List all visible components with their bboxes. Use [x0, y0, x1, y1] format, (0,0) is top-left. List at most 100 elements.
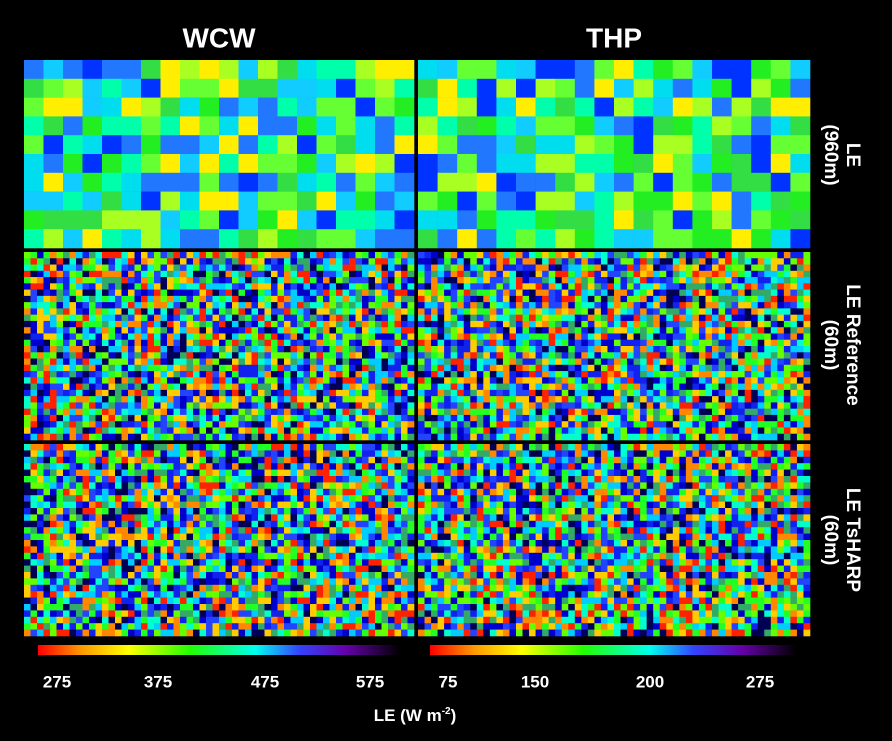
- map-tile: [470, 359, 477, 366]
- map-tile: [330, 444, 337, 451]
- map-tile: [581, 377, 588, 384]
- map-tile: [666, 359, 673, 366]
- map-tile: [607, 434, 614, 441]
- map-tile: [258, 390, 265, 397]
- map-tile: [187, 315, 194, 322]
- map-tile: [401, 265, 408, 272]
- map-tile: [122, 421, 129, 428]
- map-tile: [382, 409, 389, 416]
- map-tile: [369, 427, 376, 434]
- map-tile: [653, 229, 673, 248]
- map-tile: [673, 283, 680, 290]
- map-tile: [627, 258, 634, 265]
- map-tile: [418, 327, 425, 334]
- map-tile: [206, 427, 213, 434]
- map-tile: [50, 340, 57, 347]
- map-tile: [771, 333, 778, 340]
- map-tile: [356, 346, 363, 353]
- map-tile: [362, 444, 369, 451]
- map-tile: [679, 427, 686, 434]
- map-tile: [167, 271, 174, 278]
- map-tile: [70, 396, 77, 403]
- map-tile: [516, 98, 536, 117]
- map-tile: [369, 534, 376, 541]
- map-tile: [464, 377, 471, 384]
- map-tile: [673, 258, 680, 265]
- map-tile: [44, 333, 51, 340]
- map-tile: [265, 421, 272, 428]
- map-tile: [161, 546, 168, 553]
- map-tile: [732, 390, 739, 397]
- map-tile: [666, 365, 673, 372]
- map-tile: [76, 252, 83, 259]
- map-tile: [109, 527, 116, 534]
- map-tile: [395, 296, 402, 303]
- map-tile: [431, 321, 438, 328]
- map-tile: [50, 421, 57, 428]
- map-tile: [213, 340, 220, 347]
- map-tile: [226, 283, 233, 290]
- map-tile: [31, 457, 38, 464]
- map-tile: [24, 450, 31, 457]
- map-tile: [135, 283, 142, 290]
- map-tile: [336, 495, 343, 502]
- map-tile: [375, 450, 382, 457]
- map-tile: [70, 390, 77, 397]
- map-tile: [660, 415, 667, 422]
- map-tile: [128, 315, 135, 322]
- map-tile: [245, 540, 252, 547]
- map-tile: [408, 352, 415, 359]
- map-tile: [764, 346, 771, 353]
- map-tile: [245, 252, 252, 259]
- map-tile: [154, 540, 161, 547]
- map-tile: [356, 135, 376, 154]
- map-tile: [490, 409, 497, 416]
- map-tile: [219, 521, 226, 528]
- map-tile: [640, 258, 647, 265]
- map-tile: [451, 390, 458, 397]
- map-tile: [395, 271, 402, 278]
- map-tile: [317, 258, 324, 265]
- map-tile: [304, 327, 311, 334]
- map-tile: [343, 283, 350, 290]
- map-tile: [790, 302, 797, 309]
- map-tile: [660, 283, 667, 290]
- map-tile: [627, 421, 634, 428]
- map-tile: [594, 315, 601, 322]
- map-tile: [614, 79, 634, 98]
- map-tile: [239, 421, 246, 428]
- map-tile: [464, 371, 471, 378]
- map-tile: [356, 457, 363, 464]
- map-tile: [109, 521, 116, 528]
- map-panel: [24, 60, 414, 248]
- map-tile: [477, 192, 497, 211]
- map-tile: [128, 377, 135, 384]
- map-tile: [594, 396, 601, 403]
- map-tile: [679, 308, 686, 315]
- map-tile: [44, 476, 51, 483]
- map-tile: [594, 377, 601, 384]
- map-tile: [601, 302, 608, 309]
- map-tile: [401, 365, 408, 372]
- map-tile: [496, 427, 503, 434]
- map-tile: [496, 258, 503, 265]
- map-tile: [362, 421, 369, 428]
- map-tile: [666, 409, 673, 416]
- map-tile: [148, 521, 155, 528]
- map-tile: [161, 302, 168, 309]
- map-tile: [57, 283, 64, 290]
- map-tile: [252, 327, 259, 334]
- map-tile: [161, 470, 168, 477]
- map-tile: [745, 409, 752, 416]
- map-tile: [174, 396, 181, 403]
- map-tile: [89, 457, 96, 464]
- map-tile: [239, 265, 246, 272]
- map-tile: [161, 321, 168, 328]
- map-tile: [673, 415, 680, 422]
- map-tile: [408, 502, 415, 509]
- map-tile: [115, 271, 122, 278]
- map-tile: [24, 489, 31, 496]
- map-tile: [666, 427, 673, 434]
- map-tile: [555, 258, 562, 265]
- map-tile: [57, 540, 64, 547]
